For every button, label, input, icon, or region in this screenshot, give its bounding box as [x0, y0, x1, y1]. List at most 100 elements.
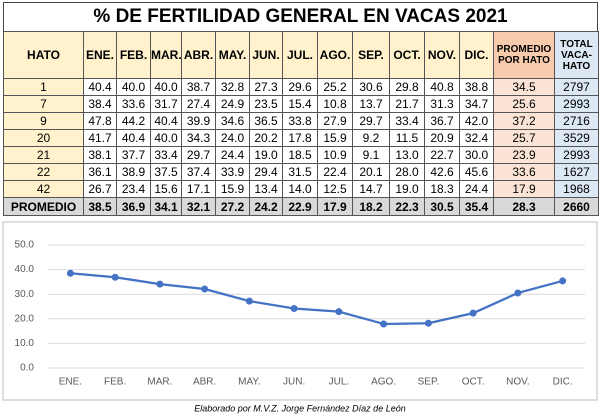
cell: 24.4: [215, 146, 250, 164]
cell: JUN.: [249, 31, 283, 79]
cell: 18.3: [424, 180, 460, 198]
cell: 31.7: [150, 95, 182, 113]
marker: [66, 269, 74, 277]
cell: 2660: [554, 197, 599, 216]
cell: 22: [3, 163, 84, 181]
cell: OCT.: [389, 31, 425, 79]
cell: AGO.: [317, 31, 353, 79]
cell: 35.4: [459, 197, 494, 216]
table-title: % DE FERTILIDAD GENERAL EN VACAS 2021: [3, 2, 598, 31]
data-row: 22 36.1 38.9 37.5 37.4 33.9 29.4 31.5 22.4 20.1 28…: [3, 163, 599, 181]
cell: 37.7: [116, 146, 151, 164]
cell: 9: [3, 112, 84, 130]
cell: 28.3: [493, 197, 555, 216]
chart: Elaborado por M.V.Z. Jorge Fernández Día…: [2, 221, 598, 413]
x-tick-label: JUN.: [283, 377, 305, 388]
cell: ENE.: [83, 31, 117, 79]
cell: 15.9: [317, 129, 353, 147]
cell: 37.4: [181, 163, 216, 181]
footer-row: PROMEDIO 38.5 36.9 34.1 32.1 27.2 24.2 22.9 17.9…: [3, 197, 599, 216]
marker: [111, 273, 119, 281]
cell: 24.2: [249, 197, 283, 216]
cell: 15.4: [282, 95, 318, 113]
cell: 25.2: [317, 78, 353, 96]
cell: 22.7: [424, 146, 460, 164]
cell: 9.2: [352, 129, 390, 147]
cell: 1968: [554, 180, 599, 198]
cell: 17.1: [181, 180, 216, 198]
x-tick-label: FEB.: [104, 377, 126, 388]
cell: 34.7: [459, 95, 494, 113]
cell: 18.5: [282, 146, 318, 164]
marker: [559, 277, 567, 285]
marker: [380, 320, 388, 328]
cell: 23.9: [493, 146, 555, 164]
cell: 47.8: [83, 112, 117, 130]
cell: 17.9: [493, 180, 555, 198]
cell: 25.6: [493, 95, 555, 113]
cell: MAY.: [215, 31, 250, 79]
cell: 23.5: [249, 95, 283, 113]
cell: 34.5: [493, 78, 555, 96]
cell: 36.7: [424, 112, 460, 130]
y-tick-label: 10.0: [15, 338, 35, 349]
cell: SEP.: [352, 31, 390, 79]
cell: 27.9: [317, 112, 353, 130]
cell: 12.5: [317, 180, 353, 198]
y-tick-label: 30.0: [15, 289, 35, 300]
cell: 33.4: [150, 146, 182, 164]
cell: 1: [3, 78, 84, 96]
cell: 3529: [554, 129, 599, 147]
x-tick-label: MAY.: [238, 377, 260, 388]
cell: 38.9: [116, 163, 151, 181]
cell: 2993: [554, 146, 599, 164]
cell: 25.7: [493, 129, 555, 147]
x-tick-label: ENE.: [59, 377, 82, 388]
cell: NOV.: [424, 31, 460, 79]
cell: PROMEDIO POR HATO: [493, 31, 555, 79]
cell: 30.6: [352, 78, 390, 96]
y-tick-label: 50.0: [15, 240, 35, 251]
cell: 38.5: [83, 197, 117, 216]
cell: 36.5: [249, 112, 283, 130]
cell: 42: [3, 180, 84, 198]
marker: [514, 289, 522, 297]
cell: 22.4: [317, 163, 353, 181]
cell: 15.9: [215, 180, 250, 198]
cell: 36.9: [116, 197, 151, 216]
cell: 19.0: [389, 180, 425, 198]
cell: 40.0: [116, 78, 151, 96]
table: HATO ENE. FEB. MAR. ABR. MAY. JUN. JUL. AGO. SEP.…: [3, 31, 599, 216]
x-tick-label: AGO.: [371, 377, 396, 388]
cell: 38.4: [83, 95, 117, 113]
cell: 24.0: [215, 129, 250, 147]
chart-frame: [2, 221, 598, 401]
cell: 30.5: [424, 197, 460, 216]
cell: DIC.: [459, 31, 494, 79]
cell: JUL.: [282, 31, 318, 79]
cell: 19.0: [249, 146, 283, 164]
cell: 38.8: [459, 78, 494, 96]
cell: 33.9: [215, 163, 250, 181]
cell: 40.0: [150, 129, 182, 147]
cell: 38.7: [181, 78, 216, 96]
cell: 31.5: [282, 163, 318, 181]
cell: 33.6: [493, 163, 555, 181]
cell: 40.4: [150, 112, 182, 130]
cell: 20: [3, 129, 84, 147]
cell: 32.1: [181, 197, 216, 216]
marker: [290, 304, 298, 312]
cell: 21.7: [389, 95, 425, 113]
cell: 38.1: [83, 146, 117, 164]
cell: 29.4: [249, 163, 283, 181]
cell: 20.1: [352, 163, 390, 181]
cell: 22.9: [282, 197, 318, 216]
marker: [469, 309, 477, 317]
cell: 9.1: [352, 146, 390, 164]
cell: 14.0: [282, 180, 318, 198]
cell: 37.2: [493, 112, 555, 130]
x-tick-label: MAR.: [147, 377, 172, 388]
marker: [335, 308, 343, 316]
marker: [201, 285, 209, 293]
cell: 2797: [554, 78, 599, 96]
